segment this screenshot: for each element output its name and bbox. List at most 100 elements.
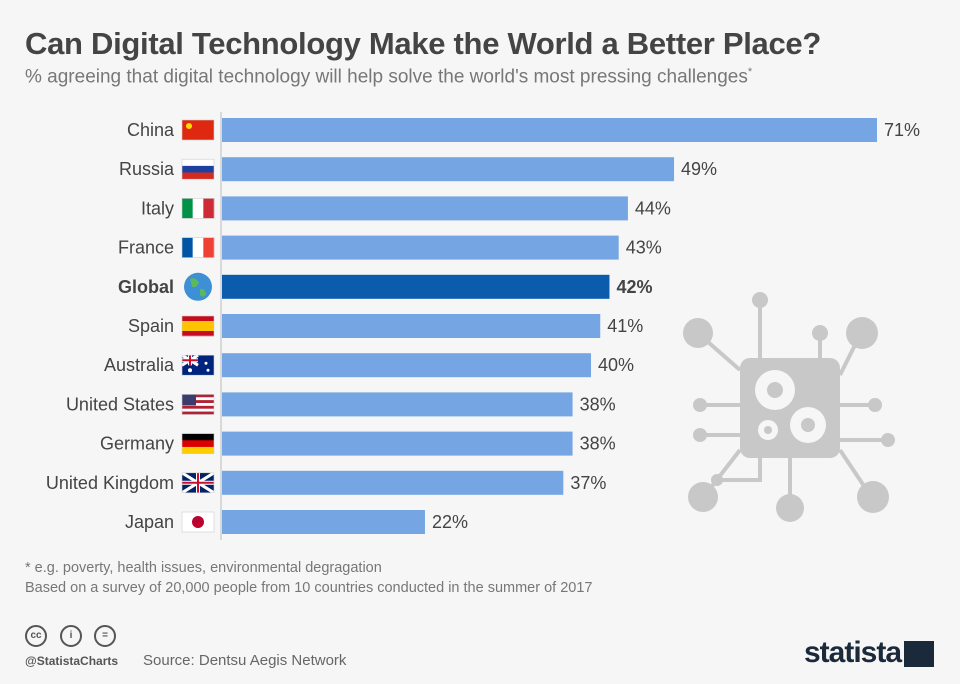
statista-logo[interactable]: statista [804, 636, 902, 670]
category-label: United Kingdom [46, 473, 174, 493]
value-label: 43% [626, 238, 662, 258]
flag-border [181, 237, 215, 258]
flag-stripe [182, 172, 214, 180]
bar [222, 510, 425, 534]
flag-star [188, 368, 192, 373]
value-label: 49% [681, 159, 717, 179]
flag-germany-icon [181, 433, 215, 454]
category-label: Australia [104, 355, 175, 375]
flag-border [181, 433, 215, 454]
bar [222, 196, 628, 221]
flag-cross-red [182, 355, 198, 366]
flag-stripe [182, 400, 214, 404]
value-label: 41% [607, 316, 643, 336]
flag-stripe [203, 198, 215, 219]
flag-russia-icon [181, 158, 215, 180]
category-label: China [127, 120, 175, 140]
value-label: 42% [616, 277, 652, 297]
flag-united-kingdom-icon [181, 471, 215, 495]
flag-stripe [182, 331, 214, 337]
category-label: Japan [125, 512, 174, 532]
flag-spain-icon [181, 315, 215, 337]
flag-border [181, 511, 215, 533]
flag-france-icon [181, 237, 215, 258]
value-label: 38% [580, 394, 616, 414]
survey-note: Based on a survey of 20,000 people from … [25, 580, 593, 596]
flag-border [181, 119, 215, 141]
bar [222, 314, 601, 338]
by-icon: i [60, 625, 82, 647]
logo-text: statista [804, 636, 902, 669]
flag-stripe [182, 397, 214, 401]
flag-stripe [182, 440, 214, 448]
flag-stripe [182, 326, 214, 332]
flag-stripe [182, 402, 214, 407]
bar [222, 274, 610, 299]
category-label: Italy [141, 198, 174, 218]
flag-stripe [182, 159, 214, 167]
flag-canton [182, 394, 196, 406]
flag-border [181, 394, 215, 415]
subtitle-mark: * [747, 66, 753, 78]
category-label: Spain [128, 316, 174, 336]
flag-star [204, 361, 208, 365]
flag-stripe [182, 411, 214, 415]
flag-field [182, 120, 214, 140]
value-label: 38% [580, 434, 616, 454]
flag-border [181, 315, 215, 337]
nd-icon: = [94, 625, 116, 647]
flag-stripe [182, 433, 214, 441]
flag-border [181, 472, 215, 494]
value-label: 71% [884, 120, 920, 140]
flag-stripe [182, 446, 214, 454]
footnote: * e.g. poverty, health issues, environme… [25, 560, 382, 576]
flag-border [181, 354, 215, 376]
bar [222, 157, 675, 182]
flag-stripe [203, 237, 215, 258]
category-label: Russia [119, 159, 175, 179]
category-label: Germany [100, 434, 174, 454]
flag-china-icon [181, 119, 215, 141]
flag-stripe [182, 394, 214, 398]
flag-italy-icon [181, 198, 215, 219]
flag-japan-icon [181, 511, 215, 533]
bar [222, 431, 573, 456]
flag-stripe [182, 165, 214, 173]
source: Source: Dentsu Aegis Network [143, 652, 347, 669]
flag-border [181, 198, 215, 219]
chart-title: Can Digital Technology Make the World a … [25, 26, 822, 61]
value-label: 22% [432, 512, 468, 532]
subtitle-text: % agreeing that digital technology will … [25, 66, 748, 88]
bar [222, 353, 592, 378]
flag-australia-icon [181, 353, 215, 376]
circuit-illustration [683, 292, 895, 522]
category-label: France [118, 238, 174, 258]
category-label: Global [118, 277, 174, 297]
flag-disc [192, 516, 204, 528]
value-label: 37% [570, 473, 606, 493]
flag-stripe [182, 405, 214, 409]
flag-stripe [182, 316, 214, 322]
flag-stripe [192, 198, 204, 219]
chart-subtitle: % agreeing that digital technology will … [25, 66, 752, 88]
bar [222, 470, 564, 495]
twitter-handle[interactable]: @StatistaCharts [25, 654, 119, 668]
flag-border [181, 158, 215, 180]
flag-star [206, 368, 210, 372]
flag-cross-red [182, 472, 214, 493]
value-label: 44% [635, 198, 671, 218]
flag-stripe [182, 408, 214, 412]
cc-icon: cc [25, 625, 47, 647]
globe-icon [184, 272, 212, 301]
bar [222, 235, 619, 260]
flag-stripe [182, 321, 214, 327]
bar [222, 118, 877, 142]
flag-stripe [182, 237, 193, 258]
bars: China 71% Russia 49% Italy 44% France 43% Global… [46, 118, 920, 534]
bar [222, 392, 573, 417]
category-label: United States [66, 394, 174, 414]
flag-star [186, 123, 192, 129]
statista-logo-mark [904, 641, 934, 667]
